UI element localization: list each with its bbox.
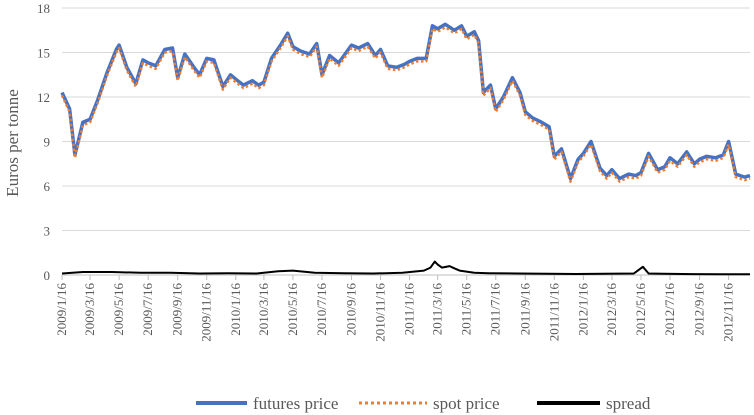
x-tick-label: 2010/9/16: [343, 283, 358, 336]
series-group: [60, 22, 751, 276]
x-tick-label: 2012/9/16: [692, 283, 707, 336]
x-tick-label: 2009/11/16: [199, 283, 214, 342]
series-line-futures-price: [60, 22, 751, 181]
x-tick-label: 2009/7/16: [140, 283, 155, 336]
x-tick-label: 2010/3/16: [256, 283, 271, 336]
y-tick-label: 3: [44, 224, 51, 239]
y-tick-label: 9: [44, 135, 51, 150]
y-tick-label: 15: [37, 46, 50, 61]
x-tick-label: 2012/7/16: [662, 283, 677, 336]
x-tick-label: 2011/9/16: [517, 283, 532, 336]
y-axis-ticks: 0 3 6 9 12 15 18: [37, 1, 51, 283]
y-axis-label: Euros per tonne: [3, 89, 22, 197]
y-tick-label: 6: [44, 179, 51, 194]
x-tick-label: 2012/11/16: [721, 283, 736, 342]
x-tick-label: 2009/9/16: [170, 283, 185, 336]
x-tick-label: 2012/3/16: [604, 283, 619, 336]
y-tick-label: 18: [37, 1, 50, 16]
x-tick-label: 2010/7/16: [314, 283, 329, 336]
legend: futures price spot price spread: [196, 394, 651, 413]
legend-label: spot price: [433, 394, 500, 413]
x-tick-label: 2012/1/16: [575, 283, 590, 336]
legend-label: spread: [606, 394, 651, 413]
x-tick-label: 2012/5/16: [633, 283, 648, 336]
gridlines: [62, 7, 750, 231]
x-tick-label: 2010/5/16: [285, 283, 300, 336]
x-tick-label: 2009/1/16: [54, 283, 69, 336]
series-line-spread: [61, 260, 750, 276]
x-tick-label: 2011/5/16: [459, 283, 474, 336]
x-axis-ticks: 2009/1/16 2009/3/16 2009/5/16 2009/7/16 2009…: [54, 275, 736, 342]
x-tick-label: 2009/5/16: [111, 283, 126, 336]
x-tick-label: 2010/11/16: [373, 283, 388, 342]
x-tick-label: 2011/7/16: [488, 283, 503, 336]
x-tick-label: 2009/3/16: [82, 283, 97, 336]
x-tick-label: 2010/1/16: [228, 283, 243, 336]
y-tick-label: 12: [37, 90, 50, 105]
x-tick-label: 2011/1/16: [402, 283, 417, 336]
x-tick-label: 2011/3/16: [430, 283, 445, 336]
x-tick-label: 2011/11/16: [546, 283, 561, 342]
y-tick-label: 0: [44, 268, 51, 283]
legend-label: futures price: [253, 394, 338, 413]
